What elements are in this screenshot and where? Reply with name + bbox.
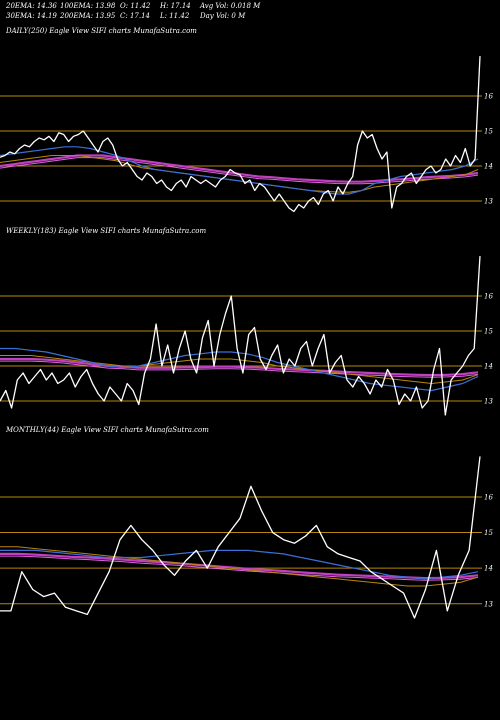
y-tick-label: 15 — [484, 529, 493, 537]
header-low: L: 11.42 — [160, 12, 190, 20]
ema-mid-line — [0, 546, 479, 587]
monthly-panel-title: MONTHLY(44) Eagle View SIFI charts Munaf… — [6, 426, 209, 434]
price-line — [0, 456, 481, 619]
panel-2: 16 15 14 13 — [0, 456, 493, 619]
y-tick-label: 15 — [484, 328, 493, 336]
ema-long-line — [0, 552, 479, 580]
y-tick-label: 14 — [484, 565, 493, 573]
y-tick-label: 15 — [484, 128, 493, 136]
y-tick-label: 16 — [484, 93, 493, 101]
ema-mid-line — [0, 355, 479, 384]
ema-short-line — [0, 347, 479, 392]
y-tick-label: 13 — [484, 398, 493, 406]
price-line — [0, 256, 481, 416]
ema-long-line-b — [0, 360, 479, 378]
y-tick-label: 16 — [484, 493, 493, 501]
header-high: H: 17.14 — [160, 2, 191, 10]
ema-short-line — [0, 549, 479, 580]
header-avg-vol: Avg Vol: 0.018 M — [200, 2, 261, 10]
header-close: C: 17.14 — [120, 12, 150, 20]
ema-short-line — [0, 146, 479, 195]
header-open: O: 11.42 — [120, 2, 151, 10]
header-ema200: 200EMA: 13.95 — [60, 12, 116, 20]
y-tick-label: 16 — [484, 293, 493, 301]
weekly-panel-title: WEEKLY(183) Eagle View SIFI charts Munaf… — [6, 227, 207, 235]
header-ema100: 100EMA: 13.98 — [60, 2, 116, 10]
y-tick-label: 14 — [484, 363, 493, 371]
y-tick-label: 14 — [484, 163, 493, 171]
panel-0: 16 15 14 13 — [0, 56, 493, 213]
panel-1: 16 15 14 13 — [0, 256, 493, 416]
ema-long-line — [0, 357, 479, 377]
price-line — [0, 56, 481, 213]
ema-long-line-b — [0, 157, 479, 185]
daily-panel-title: DAILY(250) Eagle View SIFI charts Munafa… — [6, 27, 197, 35]
header-day-vol: Day Vol: 0 M — [200, 12, 246, 20]
y-tick-label: 13 — [484, 198, 493, 206]
header-ema20: 20EMA: 14.36 — [6, 2, 57, 10]
y-tick-label: 13 — [484, 600, 493, 608]
ema-long-line-b — [0, 555, 479, 581]
header-ema30: 30EMA: 14.19 — [6, 12, 57, 20]
